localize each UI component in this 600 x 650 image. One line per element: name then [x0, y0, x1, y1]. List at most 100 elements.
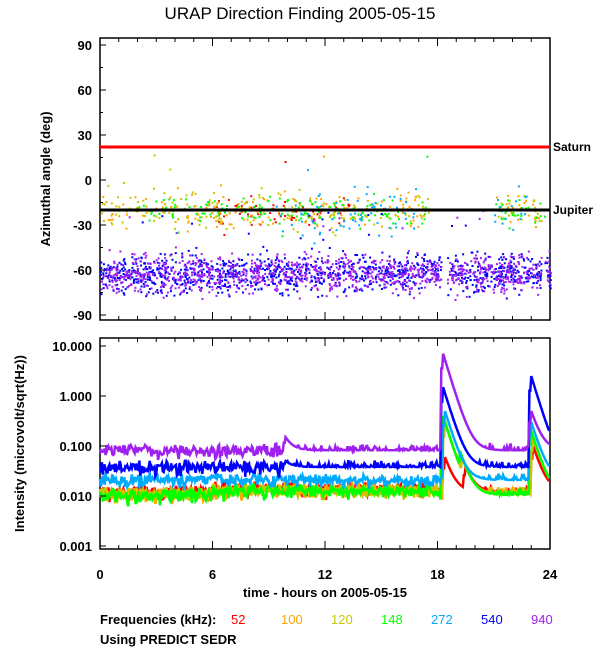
azimuth-point-540 [174, 281, 177, 284]
azimuth-point-940 [114, 278, 117, 281]
azimuth-point-940 [198, 270, 201, 273]
azimuth-point-940 [186, 262, 189, 265]
azimuth-point-940 [155, 259, 158, 262]
azimuth-point-272 [346, 199, 349, 201]
azimuth-point-540 [162, 285, 165, 288]
azimuth-point-940 [254, 276, 257, 279]
azimuth-point-540 [283, 265, 286, 268]
azimuth-point-940 [186, 272, 188, 275]
azimuth-point-540 [245, 262, 248, 265]
azimuth-point-940 [237, 257, 240, 260]
azimuth-point-148 [520, 207, 523, 209]
azimuth-point-540 [224, 283, 227, 286]
azimuth-point-540 [451, 274, 454, 277]
azimuth-point-940 [401, 273, 404, 276]
azimuth-point-940 [370, 275, 373, 278]
azimuth-point-940 [154, 290, 157, 293]
azimuth-point-540 [520, 275, 523, 278]
azimuth-point-940 [116, 279, 118, 282]
azimuth-point-100 [286, 217, 289, 220]
azimuth-point-148 [267, 200, 270, 203]
azimuth-point-540 [274, 273, 277, 276]
azimuth-point-940 [313, 268, 316, 271]
azimuth-point-940 [508, 265, 511, 268]
azimuth-point-940 [339, 274, 342, 276]
azimuth-point-940 [427, 278, 430, 281]
azimuth-point-540 [143, 285, 146, 288]
azimuth-point-940 [507, 277, 510, 279]
azimuth-point-540 [381, 251, 384, 254]
azimuth-point-540 [548, 265, 551, 268]
azimuth-point-940 [371, 277, 374, 280]
azimuth-point-540 [222, 264, 225, 267]
azimuth-point-120 [353, 204, 355, 207]
azimuth-point-540 [403, 283, 406, 285]
azimuth-point-940 [203, 258, 206, 261]
azimuth-point-540 [538, 260, 541, 263]
azimuth-point-540 [546, 275, 549, 278]
azimuth-point-940 [322, 225, 325, 228]
azimuth-point-940 [134, 260, 137, 263]
azimuth-point-540 [281, 294, 284, 297]
azimuth-point-540 [310, 247, 313, 250]
azimuth-point-540 [523, 266, 526, 269]
azimuth-point-940 [390, 267, 392, 270]
azimuth-point-540 [132, 281, 135, 284]
azimuth-point-540 [170, 253, 173, 256]
azimuth-point-540 [159, 252, 162, 255]
azimuth-point-540 [100, 261, 103, 264]
azimuth-point-540 [130, 272, 133, 275]
azimuth-point-940 [130, 269, 133, 272]
azimuth-point-940 [193, 280, 196, 283]
azimuth-point-120 [417, 194, 420, 197]
azimuth-point-540 [463, 277, 466, 280]
azimuth-point-540 [122, 273, 125, 276]
azimuth-point-100 [162, 211, 165, 214]
azimuth-point-120 [185, 194, 188, 197]
azimuth-point-540 [406, 260, 409, 263]
reference-label-jupiter: Jupiter [553, 203, 593, 217]
azimuth-point-540 [259, 253, 262, 256]
azimuth-point-540 [514, 280, 517, 283]
azimuth-point-940 [513, 262, 516, 265]
azimuth-point-540 [246, 279, 249, 282]
azimuth-point-940 [517, 261, 520, 264]
azimuth-point-940 [299, 263, 301, 266]
azimuth-point-540 [435, 268, 438, 271]
azimuth-point-540 [429, 259, 431, 262]
azimuth-point-120 [334, 234, 337, 237]
azimuth-point-272 [318, 193, 321, 196]
azimuth-point-940 [492, 271, 495, 273]
azimuth-point-540 [200, 261, 203, 264]
azimuth-point-540 [287, 265, 290, 268]
azimuth-point-940 [344, 263, 347, 266]
azimuth-point-940 [114, 280, 117, 283]
azimuth-point-148 [539, 202, 542, 205]
azimuth-point-540 [307, 267, 310, 270]
azimuth-point-940 [237, 276, 240, 279]
azimuth-point-148 [384, 212, 387, 215]
azimuth-point-940 [476, 288, 479, 291]
azimuth-point-940 [188, 286, 191, 289]
azimuth-point-940 [136, 265, 139, 268]
azimuth-point-940 [251, 253, 254, 256]
azimuth-point-540 [197, 279, 200, 282]
azimuth-point-940 [192, 278, 195, 281]
azimuth-point-940 [332, 276, 335, 279]
azimuth-point-120 [323, 202, 326, 205]
azimuth-point-940 [348, 261, 351, 264]
azimuth-point-940 [251, 285, 254, 287]
azimuth-point-100 [194, 205, 197, 207]
azimuth-point-540 [210, 265, 213, 268]
azimuth-point-540 [510, 275, 513, 278]
azimuth-point-940 [365, 272, 368, 275]
azimuth-point-940 [257, 265, 260, 268]
azimuth-point-540 [287, 282, 290, 285]
azimuth-point-940 [239, 280, 242, 283]
azimuth-point-940 [191, 274, 194, 277]
azimuth-point-540 [179, 293, 182, 296]
azimuth-point-540 [268, 263, 270, 266]
azimuth-point-940 [134, 286, 137, 289]
azimuth-point-540 [216, 286, 219, 288]
azimuth-point-940 [437, 277, 440, 280]
